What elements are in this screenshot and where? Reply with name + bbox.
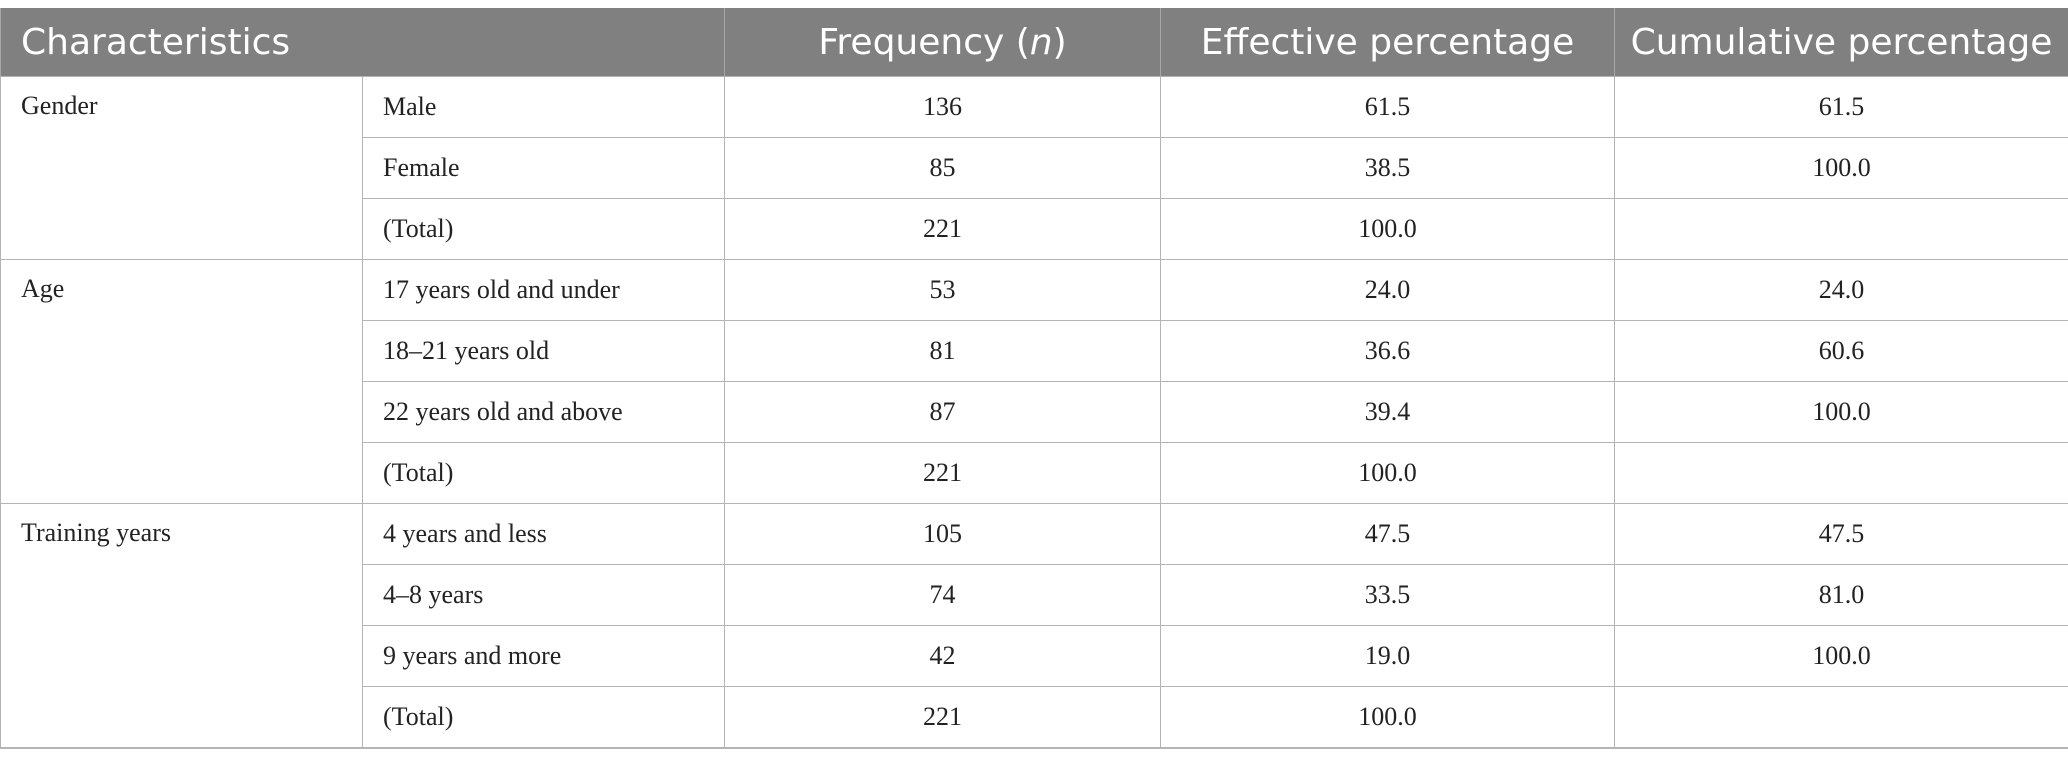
header-characteristics: Characteristics (0, 8, 725, 77)
group-label-training-years: Training years (0, 503, 363, 749)
table-row: Age 17 years old and under 53 24.0 24.0 (0, 259, 2068, 504)
row-effective: 33.5 (1160, 564, 1615, 626)
table-container: Characteristics Frequency (n) Effective … (0, 8, 2068, 749)
row-cumulative: 100.0 (1614, 137, 2068, 199)
row-frequency: 221 (724, 442, 1161, 504)
row-cumulative: 100.0 (1614, 625, 2068, 687)
row-cumulative: 100.0 (1614, 381, 2068, 443)
row-effective: 24.0 (1160, 259, 1615, 321)
row-effective: 61.5 (1160, 76, 1615, 138)
row-cumulative: 61.5 (1614, 76, 2068, 138)
row-frequency: 136 (724, 76, 1161, 138)
header-frequency-prefix: Frequency ( (818, 21, 1030, 63)
row-label: Male (362, 76, 725, 138)
table-row: 22 years old and above 87 39.4 100.0 (1, 381, 2068, 443)
row-frequency: 221 (724, 198, 1161, 260)
row-label: 22 years old and above (362, 381, 725, 443)
row-cumulative (1614, 442, 2068, 504)
header-effective: Effective percentage (1160, 8, 1615, 77)
header-row: Characteristics Frequency (n) Effective … (0, 8, 2068, 77)
row-cumulative: 47.5 (1614, 503, 2068, 565)
row-cumulative: 81.0 (1614, 564, 2068, 626)
row-frequency: 221 (724, 686, 1161, 749)
header-frequency-suffix: ) (1052, 21, 1067, 63)
group-label-gender: Gender (0, 76, 363, 260)
row-label: (Total) (362, 686, 725, 749)
demographics-table: Characteristics Frequency (n) Effective … (0, 8, 2068, 749)
row-frequency: 53 (724, 259, 1161, 321)
row-cumulative (1614, 198, 2068, 260)
row-effective: 19.0 (1160, 625, 1615, 687)
row-cumulative: 24.0 (1614, 259, 2068, 321)
table-row: (Total) 221 100.0 (1, 442, 2068, 504)
row-effective: 47.5 (1160, 503, 1615, 565)
row-effective: 36.6 (1160, 320, 1615, 382)
table-row: 4–8 years 74 33.5 81.0 (1, 564, 2068, 626)
row-label: 18–21 years old (362, 320, 725, 382)
row-frequency: 81 (724, 320, 1161, 382)
row-label: (Total) (362, 198, 725, 260)
table-row: 18–21 years old 81 36.6 60.6 (1, 320, 2068, 382)
table-header: Characteristics Frequency (n) Effective … (0, 8, 2068, 77)
table-row: (Total) 221 100.0 (1, 686, 2068, 749)
row-frequency: 42 (724, 625, 1161, 687)
table-row: Training years 4 years and less 105 47.5… (0, 503, 2068, 749)
table-row: 9 years and more 42 19.0 100.0 (1, 625, 2068, 687)
header-frequency: Frequency (n) (724, 8, 1161, 77)
row-effective: 100.0 (1160, 198, 1615, 260)
row-cumulative (1614, 686, 2068, 749)
table-row: Gender Male 136 61.5 61.5 (0, 76, 2068, 260)
header-frequency-var: n (1029, 21, 1053, 63)
row-effective: 38.5 (1160, 137, 1615, 199)
row-label: 4–8 years (362, 564, 725, 626)
row-frequency: 85 (724, 137, 1161, 199)
row-effective: 100.0 (1160, 686, 1615, 749)
row-frequency: 87 (724, 381, 1161, 443)
table-body: Gender Male 136 61.5 61.5 Female 85 38.5… (0, 76, 2068, 749)
row-frequency: 74 (724, 564, 1161, 626)
row-label: (Total) (362, 442, 725, 504)
row-effective: 39.4 (1160, 381, 1615, 443)
row-label: 9 years and more (362, 625, 725, 687)
row-cumulative: 60.6 (1614, 320, 2068, 382)
row-effective: 100.0 (1160, 442, 1615, 504)
group-label-age: Age (0, 259, 363, 504)
row-frequency: 105 (724, 503, 1161, 565)
row-label: Female (362, 137, 725, 199)
row-label: 17 years old and under (362, 259, 725, 321)
header-cumulative: Cumulative percentage (1614, 8, 2068, 77)
row-label: 4 years and less (362, 503, 725, 565)
